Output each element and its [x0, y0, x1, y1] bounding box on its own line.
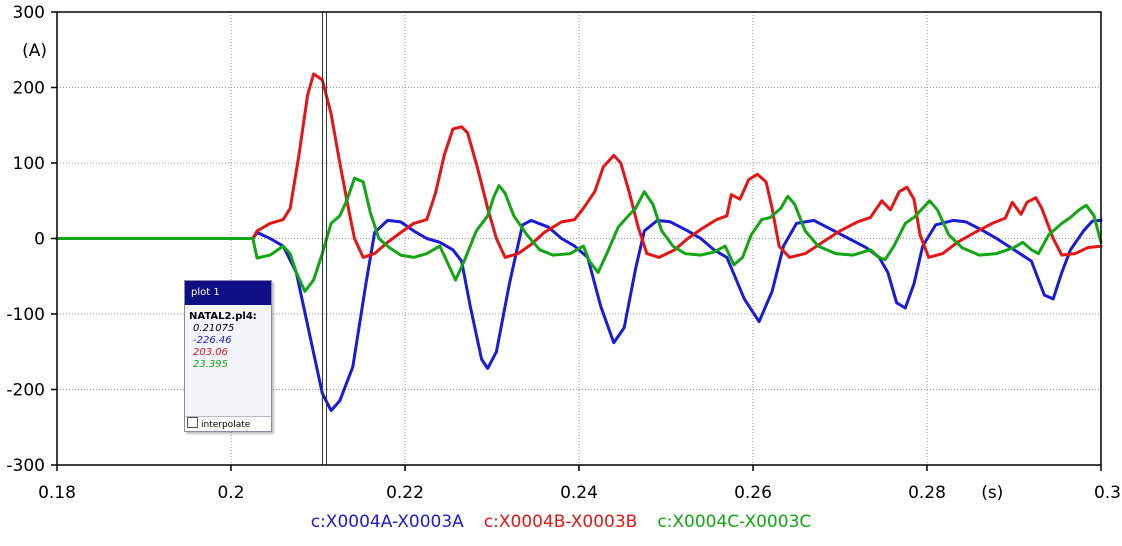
series-a-value: -226.46	[193, 335, 232, 346]
y-tick-label: 300	[13, 3, 45, 23]
legend: c:X0004A-X0003A c:X0004B-X0003B c:X0004C-X…	[0, 512, 1122, 532]
y-tick-label: -100	[6, 305, 45, 325]
series-line-2	[55, 72, 1103, 259]
y-tick-label: 100	[13, 154, 45, 174]
cursor-time-value: 0.21075	[193, 323, 235, 334]
x-tick-label: 0.26	[734, 483, 772, 503]
x-tick-label: 0.24	[560, 483, 598, 503]
y-unit-label: (A)	[22, 41, 47, 61]
y-tick-label: 200	[13, 79, 45, 99]
series-line-1	[55, 218, 1103, 413]
series-b-value: 203.06	[193, 347, 228, 358]
series-c-value: 23.395	[193, 359, 228, 370]
interpolate-toggle[interactable]: interpolate	[185, 416, 271, 431]
x-unit-label: (s)	[981, 483, 1003, 503]
legend-entry-1: c:X0004A-X0003A	[310, 512, 464, 532]
x-tick-label: 0.2	[217, 483, 244, 503]
plot-window-title[interactable]: plot 1	[185, 281, 271, 305]
interpolate-checkbox[interactable]	[187, 417, 198, 428]
legend-entry-3: c:X0004C-X0003C	[657, 512, 812, 532]
cursor-line[interactable]	[322, 12, 328, 465]
series-line-3	[55, 176, 1103, 293]
series-layer	[55, 72, 1103, 413]
x-tick-label: 0.28	[908, 483, 946, 503]
plot-axes	[51, 11, 1102, 471]
y-tick-label: -300	[6, 456, 45, 476]
y-tick-label: 0	[34, 230, 45, 250]
x-tick-label: 0.22	[386, 483, 424, 503]
y-tick-label: -200	[6, 381, 45, 401]
legend-entry-2: c:X0004B-X0003B	[483, 512, 638, 532]
interpolate-label: interpolate	[201, 420, 251, 430]
x-tick-label: 0.3	[1094, 483, 1121, 503]
tick-labels: 0.18 0.2 0.22 0.24 0.26 0.28 0.3 300 200 100 0 -100…	[6, 3, 1121, 503]
plot-readout-window[interactable]: plot 1 NATAL2.pl4: 0.21075 -226.46 203.0…	[184, 280, 272, 432]
x-tick-label: 0.18	[38, 483, 76, 503]
plot-file-name: NATAL2.pl4:	[189, 311, 257, 322]
